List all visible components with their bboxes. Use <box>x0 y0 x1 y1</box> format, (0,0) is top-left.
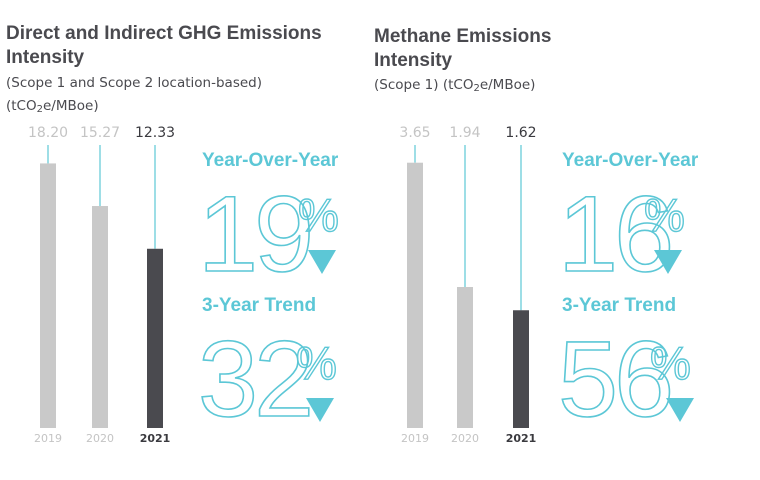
bar-chart: 18.20 2019 15.27 2020 12.33 2021 <box>28 125 175 445</box>
trend-percent-sign: % <box>295 337 337 389</box>
yoy-percent-value: 19 <box>197 173 315 294</box>
category-label: 2020 <box>86 432 114 445</box>
trend-down-arrow-icon <box>306 398 334 422</box>
category-label: 2021 <box>506 432 537 445</box>
unit-label: (tCO2e/MBoe) <box>6 98 99 115</box>
trend-label: 3-Year Trend <box>202 295 317 316</box>
chart-title-line-1: Methane Emissions <box>374 26 552 47</box>
value-label: 12.33 <box>135 125 175 141</box>
bar-chart: 3.65 2019 1.94 2020 1.62 2021 <box>399 125 537 445</box>
ghg-intensity-panel: Direct and Indirect GHG Emissions Intens… <box>0 0 370 480</box>
methane-intensity-panel: Methane Emissions Intensity (Scope 1) (t… <box>370 0 760 480</box>
yoy-down-arrow-icon <box>654 250 682 274</box>
trend-percent-sign: % <box>649 337 691 389</box>
value-label: 15.27 <box>80 125 120 141</box>
scope-note: (Scope 1 and Scope 2 location-based) <box>6 75 263 91</box>
category-label: 2019 <box>34 432 62 445</box>
yoy-label: Year-Over-Year <box>202 150 339 171</box>
trend-percent-value: 32 <box>197 318 315 439</box>
category-label: 2019 <box>401 432 429 445</box>
bar-2019 <box>407 162 423 428</box>
trend-percent-value: 56 <box>557 318 675 439</box>
category-label: 2020 <box>451 432 479 445</box>
bar-2021 <box>513 310 529 428</box>
value-label: 1.62 <box>505 125 536 141</box>
chart-title-line-2: Intensity <box>374 50 453 71</box>
chart-title-line-2: Intensity <box>6 47 85 68</box>
chart-title: Direct and Indirect GHG Emissions Intens… <box>6 22 322 70</box>
chart-subtitle: (Scope 1) (tCO2e/MBoe) <box>374 74 535 100</box>
value-label: 18.20 <box>28 125 68 141</box>
chart-subtitle: (Scope 1 and Scope 2 location-based) (tC… <box>6 72 262 121</box>
value-label: 3.65 <box>399 125 430 141</box>
trend-down-arrow-icon <box>666 398 694 422</box>
yoy-label: Year-Over-Year <box>562 150 699 171</box>
value-label: 1.94 <box>449 125 480 141</box>
unit-label: (Scope 1) (tCO2e/MBoe) <box>374 77 536 94</box>
bar-2019 <box>40 163 56 428</box>
category-label: 2021 <box>140 432 171 445</box>
chart-title: Methane Emissions Intensity <box>374 25 551 73</box>
yoy-percent-sign: % <box>297 189 339 241</box>
bar-2021 <box>147 248 163 428</box>
bar-2020 <box>92 206 108 428</box>
yoy-percent-sign: % <box>643 189 685 241</box>
trend-label: 3-Year Trend <box>562 295 677 316</box>
chart-title-line-1: Direct and Indirect GHG Emissions <box>6 23 322 44</box>
bar-2020 <box>457 286 473 428</box>
yoy-down-arrow-icon <box>308 250 336 274</box>
